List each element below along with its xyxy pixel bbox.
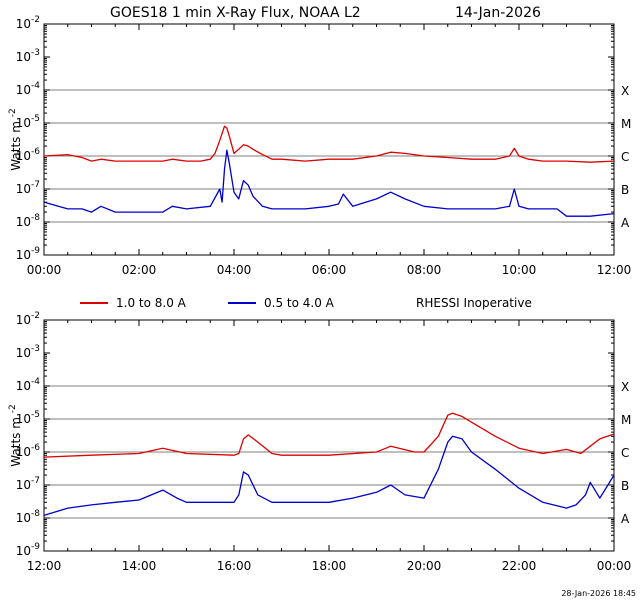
x-tick-label: 00:00	[27, 263, 62, 277]
y-tick-label: 10-3	[16, 344, 40, 360]
y-tick-label: 10-3	[16, 48, 40, 64]
y-tick-label: 10-4	[16, 377, 41, 393]
y-tick-label: 10-6	[16, 443, 41, 459]
x-tick-label: 12:00	[597, 263, 632, 277]
chart-title: GOES18 1 min X-Ray Flux, NOAA L2	[110, 5, 361, 21]
panel-bottom: X M C B A 10-2 10-3 10-4 10-5 10-6 10-7 10-8 10-9 Wat…	[8, 311, 631, 573]
x-tick-label: 20:00	[407, 559, 442, 573]
class-label-c: C	[621, 446, 629, 460]
x-tick-label: 06:00	[312, 263, 347, 277]
generated-timestamp: 28-Jan-2026 18:45	[561, 589, 636, 598]
y-tick-label: 10-5	[16, 114, 40, 130]
rhessi-status: RHESSI Inoperative	[416, 296, 532, 310]
x-tick-label: 10:00	[502, 263, 537, 277]
legend: 1.0 to 8.0 A 0.5 to 4.0 A RHESSI Inopera…	[80, 296, 532, 310]
class-label-a: A	[621, 216, 630, 230]
class-label-m: M	[621, 413, 631, 427]
x-tick-label: 22:00	[502, 559, 537, 573]
series-line-short	[43, 149, 615, 217]
y-tick-label: 10-5	[16, 410, 40, 426]
header: GOES18 1 min X-Ray Flux, NOAA L2 14-Jan-…	[110, 5, 541, 21]
y-tick-label: 10-9	[16, 542, 41, 558]
x-tick-label: 02:00	[122, 263, 157, 277]
class-label-m: M	[621, 117, 631, 131]
series-line-short	[43, 435, 615, 517]
y-tick-label: 10-6	[16, 147, 41, 163]
y-tick-label: 10-7	[16, 476, 40, 492]
panel-top: X M C B A 10-2 10-3 10-4 10-5 10-6 10-7 10-8 10-9 Wat…	[8, 15, 631, 277]
x-tick-label: 18:00	[312, 559, 347, 573]
y-tick-label: 10-4	[16, 81, 41, 97]
x-tick-label: 12:00	[27, 559, 62, 573]
class-label-x: X	[621, 84, 629, 98]
class-label-b: B	[621, 183, 629, 197]
x-tick-label: 16:00	[217, 559, 252, 573]
y-axis-label: Watts m -2	[8, 108, 23, 170]
class-label-a: A	[621, 512, 630, 526]
x-tick-label: 14:00	[122, 559, 157, 573]
y-tick-label: 10-2	[16, 311, 40, 327]
x-tick-label: 00:00	[597, 559, 632, 573]
x-tick-label: 08:00	[407, 263, 442, 277]
y-tick-label: 10-8	[16, 213, 41, 229]
y-tick-label: 10-9	[16, 246, 41, 262]
y-tick-label: 10-7	[16, 180, 40, 196]
class-label-b: B	[621, 479, 629, 493]
series-line-long	[43, 125, 615, 163]
y-tick-label: 10-8	[16, 509, 41, 525]
x-tick-label: 04:00	[217, 263, 252, 277]
legend-short-label: 0.5 to 4.0 A	[264, 296, 335, 310]
series-line-long	[43, 412, 615, 458]
y-axis-label: Watts m -2	[8, 404, 23, 466]
y-tick-label: 10-2	[16, 15, 40, 31]
chart-date: 14-Jan-2026	[455, 5, 541, 21]
legend-long-label: 1.0 to 8.0 A	[116, 296, 187, 310]
class-label-x: X	[621, 380, 629, 394]
class-label-c: C	[621, 150, 629, 164]
